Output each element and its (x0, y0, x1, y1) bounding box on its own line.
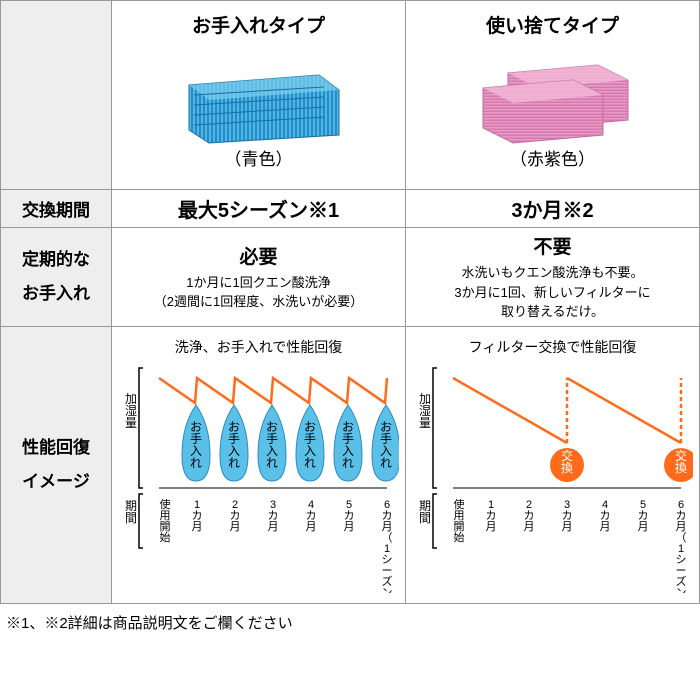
svg-text:月: 月 (191, 521, 202, 533)
svg-text:量: 量 (418, 416, 430, 430)
color2-label: （赤紫色） (510, 145, 595, 170)
svg-text:月: 月 (229, 521, 240, 533)
type2-title: 使い捨てタイプ (410, 5, 695, 40)
svg-text:れ: れ (341, 456, 353, 470)
svg-text:れ: れ (265, 456, 277, 470)
svg-text:れ: れ (303, 456, 315, 470)
svg-text:月: 月 (485, 521, 496, 533)
col1-header-cell: お手入れタイプ （青色） (112, 1, 406, 190)
footnote: ※1、※2詳細は商品説明文をご欄ください (0, 604, 700, 641)
chart1-title: 洗浄、お手入れで性能回復 (175, 337, 343, 357)
chart2-title: フィルター交換で性能回復 (469, 337, 637, 357)
perf-v1: 洗浄、お手入れで性能回復 加湿量お手入れお手入れお手入れお手入れお手入れお手入れ… (112, 326, 406, 603)
pink-filter-svg (463, 55, 643, 145)
svg-text:始: 始 (159, 530, 170, 544)
sawtooth-chart: 加湿量お手入れお手入れお手入れお手入れお手入れお手入れ期間使用開始1カ月2カ月3… (119, 363, 399, 593)
svg-text:月: 月 (305, 521, 316, 533)
svg-text:月: 月 (343, 521, 354, 533)
type1-title: お手入れタイプ (116, 5, 401, 40)
maint-v2-l3: 取り替えるだけ。 (410, 302, 695, 322)
svg-text:ズ: ズ (675, 574, 686, 588)
filter1-image: （青色） (116, 40, 401, 185)
svg-text:れ: れ (227, 456, 239, 470)
svg-text:始: 始 (453, 530, 464, 544)
perf-v2: フィルター交換で性能回復 加湿量交換交換期間使用開始1カ月2カ月3カ月4カ月5カ… (406, 326, 700, 603)
maint-v2-head: 不要 (410, 232, 695, 259)
maint-v2-l1: 水洗いもクエン酸洗浄も不要。 (410, 263, 695, 283)
maint-v2-l2: 3か月に1回、新しいフィルターに (410, 283, 695, 303)
color1-label: （青色） (225, 145, 293, 170)
svg-text:月: 月 (267, 521, 278, 533)
maint-v1-l1: 1か月に1回クエン酸洗浄 (116, 273, 401, 293)
perf-label: 性能回復 イメージ (1, 326, 112, 603)
maint-label: 定期的な お手入れ (1, 228, 112, 327)
svg-text:れ: れ (379, 456, 391, 470)
svg-text:月: 月 (637, 521, 648, 533)
svg-text:月: 月 (561, 521, 572, 533)
col2-header-cell: 使い捨てタイプ （赤紫色） (406, 1, 700, 190)
svg-text:換: 換 (560, 461, 572, 475)
maint-v1: 必要 1か月に1回クエン酸洗浄 （2週間に1回程度、水洗いが必要） (112, 228, 406, 327)
svg-text:れ: れ (189, 456, 201, 470)
svg-text:ン: ン (381, 587, 392, 593)
svg-text:間: 間 (124, 511, 136, 525)
svg-text:月: 月 (599, 521, 610, 533)
filter2-image: （赤紫色） (410, 40, 695, 185)
exchange-v2: 3か月※2 (406, 190, 700, 228)
svg-text:ズ: ズ (381, 574, 392, 588)
svg-text:ン: ン (675, 587, 686, 593)
maint-v1-head: 必要 (116, 242, 401, 269)
decline-chart: 加湿量交換交換期間使用開始1カ月2カ月3カ月4カ月5カ月6カ月（1シーズン） (413, 363, 693, 593)
exchange-v1: 最大5シーズン※1 (112, 190, 406, 228)
svg-text:換: 換 (674, 461, 686, 475)
maint-v2: 不要 水洗いもクエン酸洗浄も不要。 3か月に1回、新しいフィルターに 取り替える… (406, 228, 700, 327)
blue-filter-svg (169, 55, 349, 145)
svg-text:間: 間 (418, 511, 430, 525)
corner-cell (1, 1, 112, 190)
maint-v1-l2: （2週間に1回程度、水洗いが必要） (116, 292, 401, 312)
exchange-label: 交換期間 (1, 190, 112, 228)
comparison-table: お手入れタイプ （青色） 使い捨てタイプ （赤紫色） (0, 0, 700, 604)
svg-text:月: 月 (523, 521, 534, 533)
svg-text:量: 量 (124, 416, 136, 430)
